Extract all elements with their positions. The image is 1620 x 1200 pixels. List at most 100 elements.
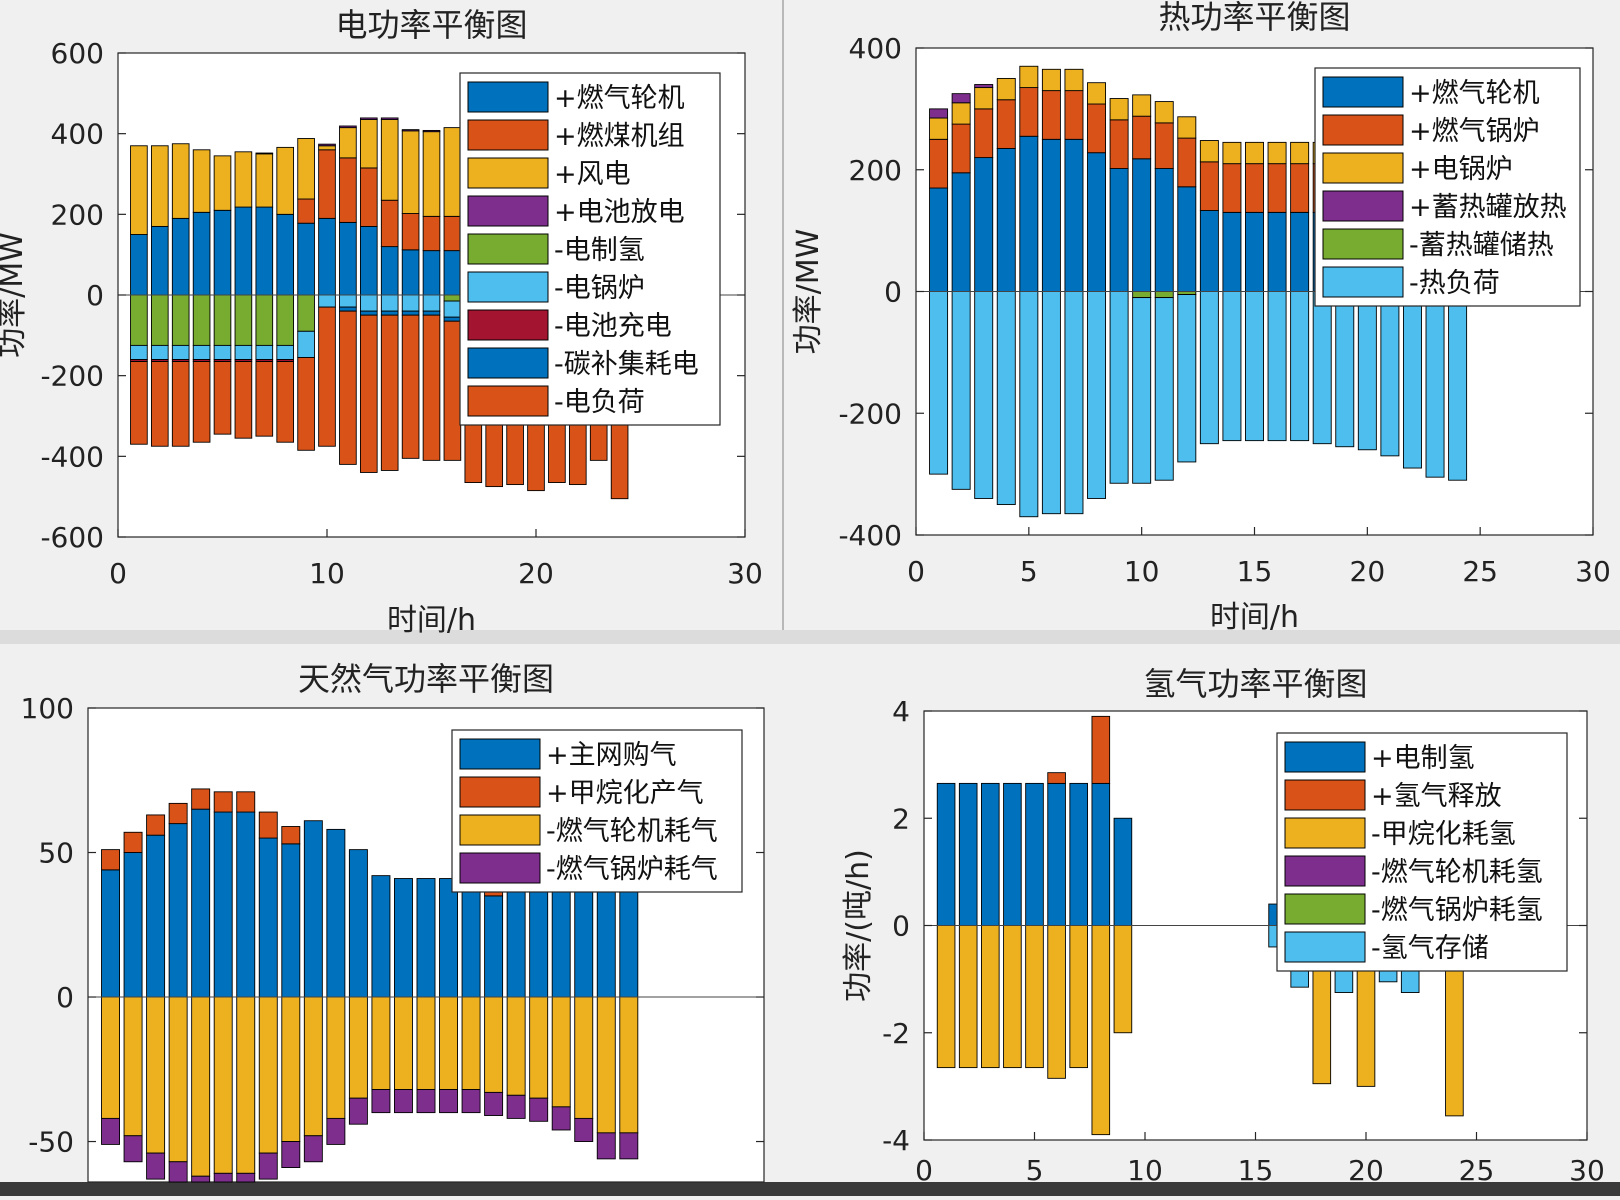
elec-legend-swatch-3 — [467, 195, 549, 227]
h2-legend-swatch-5 — [1284, 931, 1366, 963]
heat-bar-7-s0 — [1064, 138, 1084, 292]
elec-bar-14-s7 — [401, 310, 420, 316]
elec-bar-5-s5 — [213, 344, 232, 360]
elec-bar-12-s7 — [359, 310, 378, 316]
heat-bar-4-s0 — [996, 147, 1016, 292]
h2-bar-7-s2 — [1069, 925, 1088, 1069]
elec-bar-11-s3 — [339, 125, 357, 129]
heat-bar-6-s2 — [1041, 68, 1061, 92]
gas-bar-24-s3 — [619, 1132, 639, 1160]
elec-bar-10-s2 — [318, 145, 336, 151]
heat-xtick-label: 10 — [1124, 555, 1160, 588]
gas-bar-17-s3 — [461, 1089, 481, 1114]
heat-legend-swatch-3 — [1322, 190, 1404, 222]
elec-bar-5-s2 — [213, 155, 232, 211]
h2-legend-label-4: -燃气锅炉耗氢 — [1371, 895, 1543, 926]
heat-bar-2-s0 — [951, 172, 971, 292]
elec-bar-13-s5 — [380, 294, 399, 312]
heat-bar-15-s5 — [1245, 291, 1264, 442]
gas-bar-24-s0 — [619, 878, 639, 998]
elec-bar-14-s2 — [401, 130, 420, 214]
elec-chart: 电功率平衡图 -600 -400 -200 0 200 400 600 0 10 20 30 时间/h 功… — [0, 6, 763, 638]
elec-bar-10-s8 — [318, 306, 336, 447]
h2-bar-3-s0 — [981, 782, 1000, 926]
heat-bar-5-s5 — [1019, 291, 1039, 518]
panel-divider-horizontal — [0, 630, 1620, 644]
h2-bar-5-s0 — [1025, 782, 1044, 926]
elec-ytick-label: -600 — [40, 521, 104, 554]
elec-bar-1-s0 — [130, 234, 148, 296]
heat-legend-label-1: +燃气锅炉 — [1409, 116, 1540, 147]
gas-bar-8-s3 — [258, 1152, 278, 1180]
elec-bar-9-s0 — [297, 222, 315, 296]
heat-bar-2-s3 — [951, 93, 971, 104]
elec-bar-15-s2 — [422, 131, 441, 217]
elec-legend-label-4: -电制氢 — [554, 235, 645, 266]
elec-bar-7-s0 — [255, 206, 274, 296]
gas-bar-16-s0 — [439, 878, 458, 998]
gas-bar-3-s0 — [146, 834, 166, 998]
gas-bar-12-s3 — [348, 1097, 368, 1125]
heat-bar-12-s0 — [1177, 186, 1197, 292]
h2-bar-8-s1 — [1091, 715, 1111, 784]
elec-bar-16-s2 — [443, 127, 462, 217]
heat-bar-3-s1 — [974, 108, 994, 159]
heat-bar-13-s2 — [1199, 140, 1219, 163]
elec-bar-7-s2 — [255, 153, 274, 208]
gas-bar-18-s0 — [484, 895, 504, 998]
gas-bar-22-s0 — [574, 878, 594, 998]
heat-bar-3-s5 — [974, 291, 994, 499]
heat-bar-9-s2 — [1109, 98, 1129, 121]
heat-bar-8-s1 — [1087, 103, 1107, 154]
elec-bar-14-s0 — [401, 249, 420, 296]
elec-ytick-label: 400 — [51, 118, 104, 151]
gas-bar-8-s2 — [258, 996, 278, 1154]
heat-legend-swatch-2 — [1322, 152, 1404, 184]
heat-bar-3-s2 — [974, 87, 994, 110]
gas-ytick-label: 100 — [21, 692, 74, 725]
heat-xtick-label: 15 — [1237, 555, 1273, 588]
elec-bar-3-s8 — [171, 361, 190, 447]
gas-bar-2-s0 — [123, 852, 143, 998]
heat-xtick-label: 20 — [1350, 555, 1386, 588]
elec-bar-7-s5 — [255, 344, 274, 360]
gas-legend-label-0: +主网购气 — [546, 740, 677, 771]
elec-bar-16-s0 — [443, 250, 462, 296]
elec-bar-15-s5 — [422, 294, 441, 312]
elec-bar-7-s8 — [255, 361, 274, 437]
heat-chart: 热功率平衡图 -400 -200 0 200 400 0 5 10 15 20 25 30 时间/h 功率/… — [791, 0, 1611, 635]
heat-bar-4-s1 — [996, 99, 1016, 149]
gas-bar-13-s2 — [371, 996, 391, 1090]
heat-legend-label-5: -热负荷 — [1409, 268, 1500, 299]
gas-bar-6-s0 — [213, 811, 233, 998]
gas-bar-5-s0 — [191, 808, 211, 998]
heat-bar-12-s1 — [1177, 137, 1197, 188]
h2-legend-swatch-0 — [1284, 741, 1366, 773]
elec-legend-swatch-0 — [467, 81, 549, 113]
elec-ytick-label: 600 — [51, 37, 104, 70]
h2-xtick-label: 20 — [1348, 1154, 1384, 1187]
elec-bar-1-s5 — [130, 344, 148, 360]
h2-bar-6-s2 — [1047, 925, 1066, 1079]
elec-bar-4-s4 — [192, 294, 211, 346]
elec-bar-13-s7 — [380, 310, 399, 316]
gas-bar-20-s3 — [529, 1097, 549, 1122]
elec-bar-6-s0 — [234, 206, 253, 296]
h2-legend-swatch-2 — [1284, 817, 1366, 849]
heat-legend-swatch-1 — [1322, 114, 1404, 146]
heat-legend-label-2: +电锅炉 — [1409, 154, 1513, 185]
h2-bar-3-s2 — [981, 925, 1000, 1069]
gas-bar-12-s2 — [348, 996, 368, 1099]
heat-bar-17-s0 — [1290, 211, 1310, 292]
gas-bar-4-s1 — [168, 802, 188, 825]
elec-bar-2-s5 — [150, 344, 169, 360]
heat-bar-15-s1 — [1245, 163, 1264, 213]
h2-bar-2-s2 — [958, 925, 978, 1069]
heat-legend-swatch-4 — [1322, 228, 1404, 260]
elec-bar-6-s2 — [234, 151, 253, 208]
taskbar-strip — [0, 1182, 1620, 1196]
elec-bar-11-s8 — [339, 310, 357, 465]
heat-ytick-label: -400 — [838, 519, 902, 552]
